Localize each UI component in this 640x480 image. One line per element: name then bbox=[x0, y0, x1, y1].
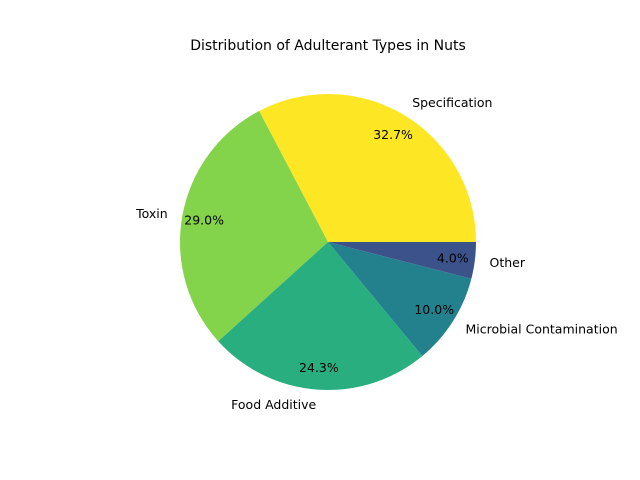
pie-slice-other bbox=[328, 242, 477, 279]
pie-slice-specification bbox=[259, 94, 476, 242]
percent-label-toxin: 29.0% bbox=[184, 212, 224, 227]
slice-label-microbial-contamination: Microbial Contamination bbox=[465, 322, 617, 337]
percent-label-specification: 32.7% bbox=[373, 127, 413, 142]
pie-slice-food-additive bbox=[218, 242, 423, 391]
slice-label-specification: Specification bbox=[412, 95, 492, 110]
pie-slices bbox=[180, 94, 477, 391]
slice-label-other: Other bbox=[490, 255, 526, 270]
percent-label-food-additive: 24.3% bbox=[299, 360, 339, 375]
slice-label-food-additive: Food Additive bbox=[231, 397, 316, 412]
pie-slice-microbial-contamination bbox=[328, 242, 472, 357]
percent-label-other: 4.0% bbox=[437, 250, 469, 265]
pie-slice-toxin bbox=[180, 110, 328, 342]
slice-label-toxin: Toxin bbox=[135, 206, 168, 221]
chart-title: Distribution of Adulterant Types in Nuts bbox=[190, 38, 466, 54]
pie-labels: Specification 32.7% Toxin 29.0% Food Additiv… bbox=[135, 95, 618, 412]
percent-label-microbial-contamination: 10.0% bbox=[414, 302, 454, 317]
